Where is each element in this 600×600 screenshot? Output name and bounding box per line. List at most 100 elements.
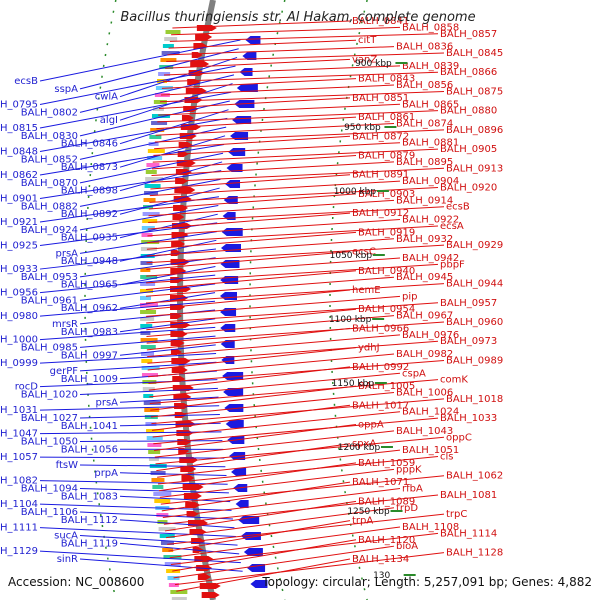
forward-gene-label: BALH_0905 <box>440 144 497 155</box>
category-block <box>161 51 180 55</box>
label-leader-line <box>145 276 395 297</box>
forward-gene-label: BALH_0976 <box>402 330 459 341</box>
category-block <box>140 268 151 272</box>
label-leader-line <box>147 340 439 364</box>
label-leader-line <box>119 213 218 239</box>
category-block <box>149 135 162 139</box>
reverse-gene-block <box>221 228 243 236</box>
label-leader-line <box>149 372 401 398</box>
label-leader-line <box>39 431 222 435</box>
forward-gene-label: BALH_0866 <box>440 67 497 78</box>
reverse-gene-label: rocD <box>15 382 39 393</box>
label-leader-line <box>146 315 395 337</box>
label-leader-line <box>119 495 231 503</box>
reverse-gene-label: BALH_0882 <box>21 201 78 212</box>
label-leader-line <box>154 129 445 143</box>
reverse-gene-label: BALH_1082 <box>0 476 38 487</box>
reverse-gene-label: BALH_0924 <box>21 225 78 236</box>
label-leader-line <box>39 353 217 364</box>
category-block <box>141 226 155 230</box>
accession-label: Accession: NC_008600 <box>8 575 144 589</box>
forward-gene-label: BALH_1017 <box>352 400 409 411</box>
forward-gene-label: BALH_0856 <box>396 80 453 91</box>
category-block <box>162 548 174 552</box>
forward-gene-label: BALH_0881 <box>402 138 459 149</box>
label-leader-line <box>119 109 229 145</box>
reverse-gene-label: BALH_0898 <box>61 186 118 197</box>
category-block <box>142 219 158 223</box>
label-leader-line <box>172 20 351 29</box>
reverse-gene-label: BALH_0948 <box>61 256 118 267</box>
label-leader-line <box>168 39 357 49</box>
label-leader-line <box>154 135 351 150</box>
ring-guide <box>84 0 117 600</box>
category-block <box>146 163 160 167</box>
forward-gene-block <box>197 574 211 580</box>
forward-gene-label: BALH_0845 <box>446 48 503 59</box>
forward-gene-label: BALH_1071 <box>352 477 409 488</box>
forward-gene-block <box>181 115 194 121</box>
forward-gene-label: BALH_0992 <box>352 362 409 373</box>
label-leader-line <box>79 361 217 372</box>
forward-gene-label: BALH_0857 <box>440 29 497 40</box>
category-block <box>154 499 171 503</box>
forward-gene-label: hemE <box>352 285 381 296</box>
forward-gene-label: vanZ <box>352 54 377 65</box>
reverse-gene-label: BALH_1111 <box>0 523 38 534</box>
label-leader-line <box>152 148 439 163</box>
forward-gene-label: BALH_1006 <box>396 387 453 398</box>
reverse-gene-label: BALH_1056 <box>61 444 118 455</box>
label-leader-line <box>167 513 445 545</box>
category-block <box>144 184 161 188</box>
label-leader-line <box>39 527 236 537</box>
label-leader-line <box>156 443 351 472</box>
forward-gene-label: BALH_0957 <box>440 298 497 309</box>
label-leader-line <box>168 520 351 552</box>
reverse-gene-block <box>245 36 261 44</box>
reverse-gene-label: BALH_0862 <box>0 170 38 181</box>
label-leader-line <box>152 155 357 170</box>
label-leader-line <box>153 142 401 156</box>
label-leader-line <box>79 178 221 207</box>
label-leader-line <box>39 196 220 223</box>
label-leader-line <box>79 511 233 520</box>
scale-label: 950 kbp <box>344 123 381 133</box>
forward-gene-label: BALH_0942 <box>402 253 459 264</box>
forward-gene-label: pppK <box>396 464 422 475</box>
reverse-gene-label: BALH_0985 <box>21 342 78 353</box>
label-leader-line <box>173 545 395 579</box>
reverse-gene-label: prsA <box>95 397 118 408</box>
label-leader-line <box>174 552 445 586</box>
reverse-gene-label: cwlA <box>95 92 118 103</box>
label-leader-line <box>119 161 223 192</box>
category-block <box>140 324 153 328</box>
category-block <box>151 478 165 482</box>
category-block <box>150 128 165 132</box>
forward-gene-label: BALH_1108 <box>402 522 459 533</box>
category-block <box>158 72 171 76</box>
reverse-gene-block <box>222 372 244 380</box>
scale-label: 130 <box>373 571 390 581</box>
forward-gene-label: BALH_0865 <box>402 99 459 110</box>
category-block <box>141 352 155 356</box>
label-leader-line <box>154 430 395 458</box>
category-block <box>140 275 158 279</box>
forward-gene-label: BALH_1114 <box>440 528 497 539</box>
label-leader-line <box>166 507 395 539</box>
label-leader-line <box>149 187 439 203</box>
reverse-gene-label: BALH_0933 <box>0 264 38 275</box>
map-title: Bacillus thuringiensis str. Al Hakam, co… <box>120 10 475 25</box>
category-block <box>148 450 161 454</box>
category-block <box>140 261 153 265</box>
reverse-gene-label: BALH_0953 <box>21 272 78 283</box>
category-block <box>165 30 181 34</box>
label-leader-line <box>146 302 439 324</box>
label-leader-line <box>79 257 216 278</box>
forward-gene-label: BALH_0944 <box>446 279 503 290</box>
label-leader-line <box>147 212 351 230</box>
reverse-gene-block <box>220 292 238 300</box>
label-leader-line <box>119 344 216 356</box>
label-leader-line <box>119 292 216 309</box>
label-leader-line <box>79 558 243 572</box>
